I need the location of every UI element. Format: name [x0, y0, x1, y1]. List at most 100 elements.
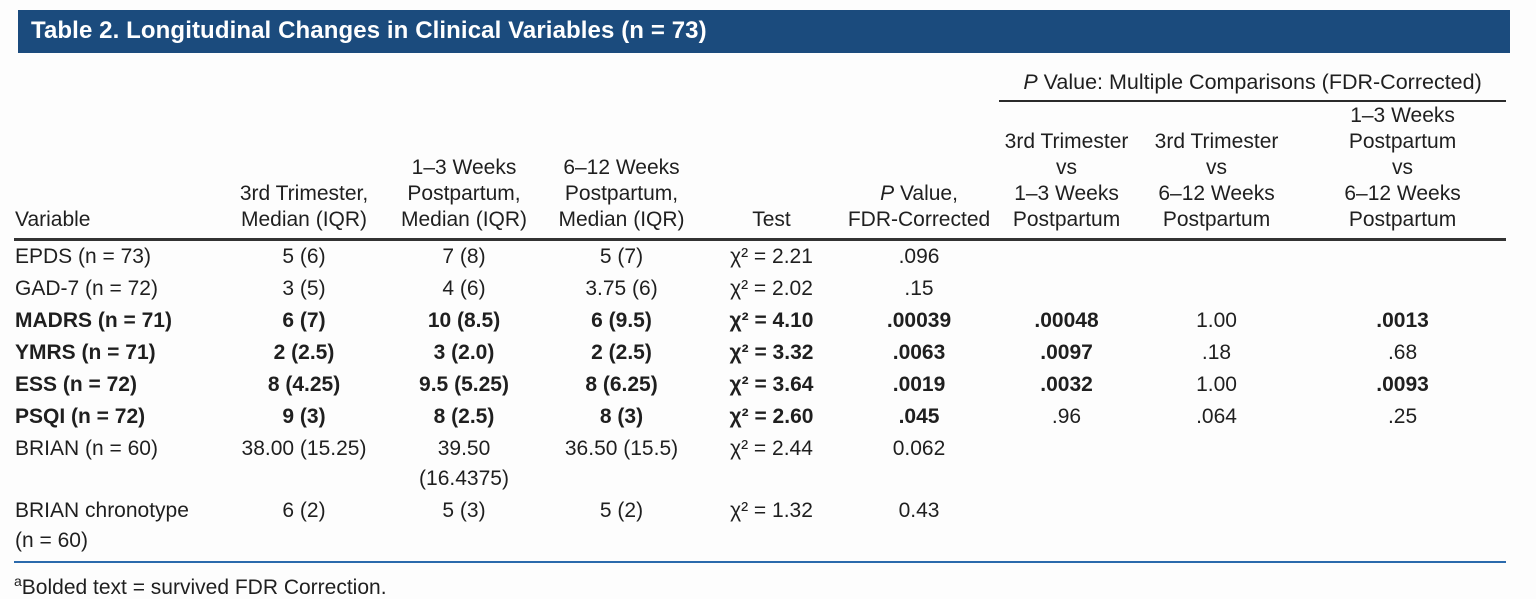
col-header-1-3-weeks-postpartum: 1–3 Weeks Postpartum, Median (IQR) — [389, 101, 539, 241]
table-cell: 4 (6) — [442, 277, 486, 300]
table-cell: χ² = 2.21 — [730, 245, 813, 268]
table-cell: .0097 — [1040, 341, 1093, 364]
clinical-variables-table: P Value: Multiple Comparisons (FDR-Corre… — [14, 53, 1507, 558]
table-cell: .0093 — [1376, 373, 1429, 396]
table-cell: 1.00 — [1196, 309, 1237, 332]
table-cell: 6 (7) — [282, 309, 326, 332]
table-cell — [1299, 433, 1506, 495]
table-cell: χ² = 3.32 — [729, 341, 814, 364]
table-cell: 9.5 (5.25) — [419, 373, 509, 396]
table-row-ess: ESS (n = 72) 8 (4.25) 9.5 (5.25) 8 (6.25… — [14, 369, 1506, 401]
table-cell: 2 (2.5) — [273, 341, 335, 364]
table-cell: χ² = 2.02 — [730, 277, 813, 300]
table-cell: 36.50 (15.5) — [564, 437, 679, 460]
table-cell: 9 (3) — [282, 405, 326, 428]
table-cell — [1299, 240, 1506, 274]
table-row-brian-chronotype: BRIAN chronotype (n = 60) 6 (2) 5 (3) 5 … — [14, 495, 1506, 557]
table-cell — [999, 240, 1134, 274]
table-cell: χ² = 4.10 — [729, 309, 814, 332]
table-cell: 3 (5) — [282, 277, 326, 300]
table-cell — [1134, 433, 1299, 495]
row-label: BRIAN (n = 60) — [15, 437, 158, 460]
table-cell: 6 (2) — [282, 499, 326, 522]
table-cell: 8 (3) — [599, 405, 644, 428]
table-cell: 8 (4.25) — [267, 373, 341, 396]
table-cell: .0013 — [1376, 309, 1429, 332]
footnote-bolded-text: aBolded text = survived FDR Correction. — [14, 573, 387, 599]
table-cell: χ² = 1.32 — [730, 499, 813, 522]
table-cell: 0.43 — [898, 499, 940, 522]
table-cell: .68 — [1387, 341, 1418, 364]
table-row-madrs: MADRS (n = 71) 6 (7) 10 (8.5) 6 (9.5) χ²… — [14, 305, 1506, 337]
table-cell: 3.75 (6) — [585, 277, 658, 300]
row-label: BRIAN chronotype (n = 60) — [15, 499, 189, 552]
table-cell: .25 — [1387, 405, 1418, 428]
span-header-row: P Value: Multiple Comparisons (FDR-Corre… — [14, 53, 1507, 102]
table-cell: 5 (7) — [599, 245, 644, 268]
table-cell — [999, 273, 1134, 305]
table-cell: χ² = 2.60 — [729, 405, 814, 428]
table-row-ymrs: YMRS (n = 71) 2 (2.5) 3 (2.0) 2 (2.5) χ²… — [14, 337, 1506, 369]
table-cell: 7 (8) — [442, 245, 486, 268]
table-cell: 8 (2.5) — [433, 405, 495, 428]
table-cell: .045 — [898, 405, 940, 428]
table-cell — [1299, 273, 1506, 305]
table-cell: 5 (2) — [599, 499, 644, 522]
footnote-superscript-a: a — [14, 573, 22, 589]
table-cell: .18 — [1201, 341, 1232, 364]
table-cell: .0032 — [1040, 373, 1093, 396]
table-cell: .064 — [1196, 405, 1237, 428]
table-row-brian: BRIAN (n = 60) 38.00 (15.25) 39.50 (16.4… — [14, 433, 1506, 495]
table-cell — [1299, 495, 1506, 557]
column-header-row: Variable 3rd Trimester, Median (IQR) 1–3… — [14, 101, 1507, 241]
table-cell — [999, 495, 1134, 557]
col-header-6-12-weeks-postpartum: 6–12 Weeks Postpartum, Median (IQR) — [539, 101, 704, 241]
table-cell: 6 (9.5) — [591, 309, 652, 332]
table-cell: .096 — [898, 245, 940, 268]
table-cell: 2 (2.5) — [591, 341, 652, 364]
col-header-comparison-3: 1–3 Weeks Postpartum vs 6–12 Weeks Postp… — [1299, 101, 1507, 241]
table-cell: .00048 — [1034, 309, 1099, 332]
table-row-psqi: PSQI (n = 72) 9 (3) 8 (2.5) 8 (3) χ² = 2… — [14, 401, 1506, 433]
col-header-variable: Variable — [14, 101, 219, 241]
table-cell: .00039 — [886, 309, 952, 332]
table-cell: .15 — [904, 277, 934, 300]
table-cell: .96 — [1051, 405, 1082, 428]
table-cell: 8 (6.25) — [585, 373, 658, 396]
table-cell — [1134, 240, 1299, 274]
table-title: Table 2. Longitudinal Changes in Clinica… — [31, 17, 707, 44]
col-header-comparison-1: 3rd Trimester vs 1–3 Weeks Postpartum — [999, 101, 1135, 241]
span-header-text: Value: Multiple Comparisons (FDR-Correct… — [1037, 70, 1482, 94]
table-cell: χ² = 2.44 — [730, 437, 813, 460]
table-body: EPDS (n = 73) 5 (6) 7 (8) 5 (7) χ² = 2.2… — [14, 240, 1506, 558]
table-header: P Value: Multiple Comparisons (FDR-Corre… — [14, 53, 1507, 241]
table-cell: 5 (6) — [282, 245, 326, 268]
row-label: EPDS (n = 73) — [15, 245, 151, 268]
table-title-bar: Table 2. Longitudinal Changes in Clinica… — [18, 10, 1510, 53]
table-cell — [1134, 273, 1299, 305]
table-cell: 38.00 (15.25) — [241, 437, 367, 460]
row-label: YMRS (n = 71) — [15, 341, 156, 364]
table-cell — [1134, 495, 1299, 557]
p-italic: P — [880, 182, 895, 205]
row-label: MADRS (n = 71) — [15, 309, 172, 332]
p-italic: P — [1023, 70, 1038, 94]
footnotes: aBolded text = survived FDR Correction. … — [14, 561, 1506, 599]
table-row-epds: EPDS (n = 73) 5 (6) 7 (8) 5 (7) χ² = 2.2… — [14, 240, 1506, 274]
table-cell: .0019 — [892, 373, 946, 396]
table-cell — [999, 433, 1134, 495]
col-header-p-value-fdr: P Value, FDR-Corrected — [839, 101, 1000, 241]
row-label: ESS (n = 72) — [15, 373, 137, 396]
table-cell: 5 (3) — [442, 499, 486, 522]
col-header-3rd-trimester: 3rd Trimester, Median (IQR) — [219, 101, 389, 241]
table-cell: .0063 — [892, 341, 946, 364]
table-cell: 10 (8.5) — [427, 309, 501, 332]
row-label: PSQI (n = 72) — [15, 405, 146, 428]
table-cell: 3 (2.0) — [433, 341, 495, 364]
col-header-comparison-2: 3rd Trimester vs 6–12 Weeks Postpartum — [1134, 101, 1300, 241]
col-header-test: Test — [704, 101, 839, 241]
table-cell: χ² = 3.64 — [729, 373, 814, 396]
table-cell: 0.062 — [892, 437, 946, 460]
multiple-comparisons-span-header: P Value: Multiple Comparisons (FDR-Corre… — [999, 53, 1507, 102]
